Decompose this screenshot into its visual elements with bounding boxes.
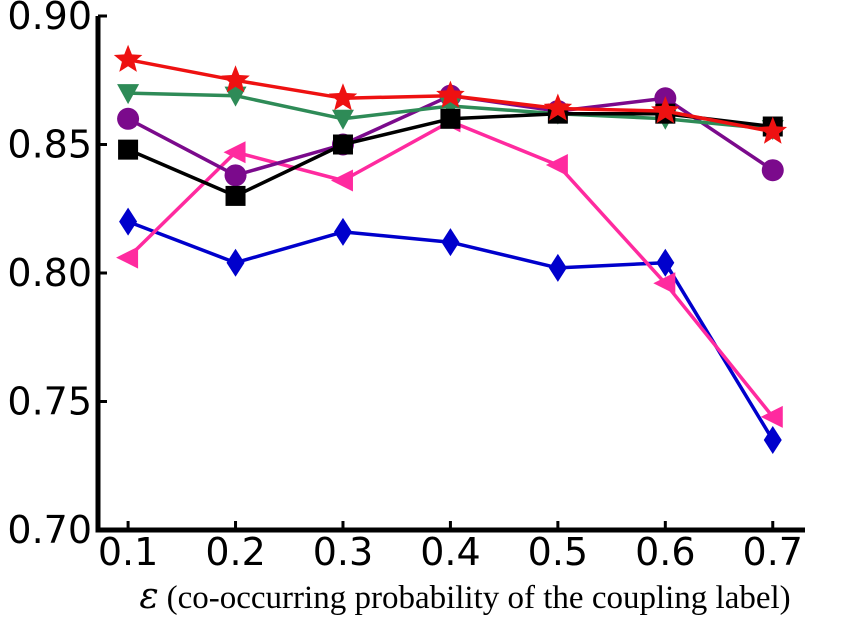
x-tick-label: 0.4: [420, 530, 480, 574]
x-axis-label-text: (co-occurring probability of the couplin…: [167, 580, 791, 616]
x-tick-label: 0.5: [528, 530, 588, 574]
y-tick-label: 0.90: [7, 0, 92, 38]
series-line: [126, 119, 775, 418]
data-point: [113, 44, 143, 72]
plot-marks: [113, 44, 788, 455]
x-tick-label: 0.2: [205, 530, 265, 574]
data-point: [651, 96, 680, 124]
data-point: [221, 65, 250, 93]
data-point: [223, 141, 246, 164]
data-point: [331, 109, 354, 130]
data-point: [440, 108, 461, 129]
data-point: [761, 159, 784, 182]
x-tick-label: 0.7: [743, 530, 803, 574]
data-point: [119, 207, 138, 236]
x-tick-label: 0.6: [635, 530, 695, 574]
series-diamond: [119, 207, 782, 455]
data-point: [225, 185, 246, 206]
series-star: [113, 44, 788, 144]
data-point: [224, 86, 247, 107]
x-tick-label: 0.3: [313, 530, 373, 574]
y-tick-label: 0.85: [7, 123, 92, 167]
y-tick-label: 0.75: [7, 380, 92, 424]
data-point: [118, 139, 139, 160]
data-point: [441, 228, 460, 257]
data-point: [543, 93, 573, 121]
data-point: [116, 246, 139, 269]
series-triangle-left: [116, 110, 783, 428]
y-ticks: 0.70 0.75 0.80 0.85 0.90: [7, 0, 107, 552]
data-point: [758, 116, 788, 144]
data-point: [656, 248, 675, 277]
data-point: [117, 107, 140, 130]
data-point: [760, 405, 783, 428]
data-point: [328, 83, 358, 111]
data-point: [763, 426, 782, 455]
x-axis-label-symbol: ε: [139, 576, 158, 617]
data-point: [224, 164, 247, 187]
data-point: [330, 169, 353, 192]
y-tick-label: 0.70: [7, 508, 92, 552]
data-point: [117, 84, 140, 105]
data-point: [332, 134, 353, 155]
data-point: [653, 272, 676, 295]
data-point: [545, 154, 568, 177]
x-ticks: 0.1 0.2 0.3 0.4 0.5 0.6 0.7: [98, 521, 803, 574]
data-point: [226, 248, 245, 277]
data-point: [436, 80, 465, 108]
x-axis-label: ε (co-occurring probability of the coupli…: [139, 576, 790, 617]
y-tick-label: 0.80: [7, 251, 92, 295]
data-point: [333, 217, 352, 246]
data-point: [548, 253, 567, 282]
x-tick-label: 0.1: [98, 530, 158, 574]
